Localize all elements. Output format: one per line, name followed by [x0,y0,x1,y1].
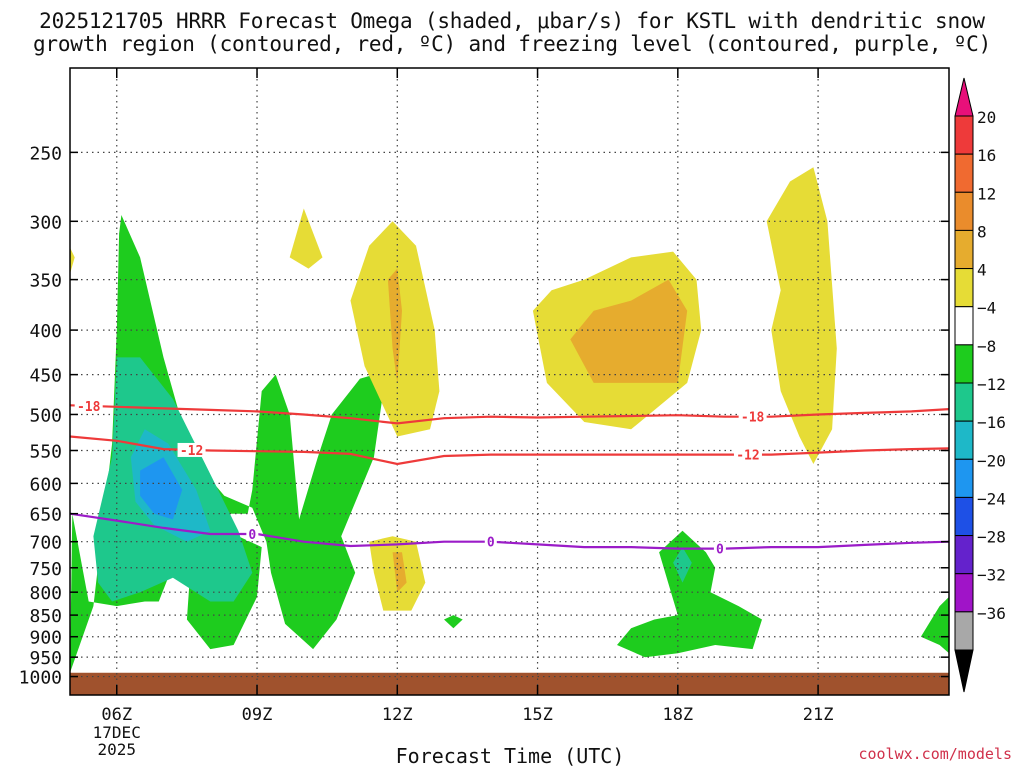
colorbar-band-4 [954,268,974,308]
colorbar-label-0: 20 [977,108,996,127]
y-tick-label-750: 750 [29,559,62,580]
colorbar-band-8 [954,420,974,460]
x-tick-label-12Z: 12Z [382,705,413,725]
omega-region-4 [617,530,762,658]
colorbar-label-8: −16 [977,413,1006,432]
colorbar-label-1: 16 [977,146,996,165]
omega-region-15 [766,167,837,464]
colorbar-label-5: −4 [977,299,996,318]
contour-line-0 [70,404,949,425]
date-label-year: 2025 [97,740,136,759]
omega-region-7 [444,615,463,629]
y-tick-label-600: 600 [29,474,62,495]
colorbar-top-arrow [954,77,974,117]
colorbar-label-11: −28 [977,528,1006,547]
colorbar-label-6: −8 [977,337,996,356]
omega-region-10 [289,208,323,269]
contour-label-1-0: -12 [180,444,203,459]
contour-label-0-0: -18 [77,400,101,415]
colorbar-band-6 [954,344,974,384]
colorbar-band-11 [954,535,974,575]
omega-region-8 [70,247,75,274]
colorbar-label-7: −12 [977,375,1006,394]
colorbar-label-4: 4 [977,261,987,280]
contour-label-bg-1-0 [177,442,206,457]
contour-label-bg-2-2 [713,541,726,556]
y-tick-label-300: 300 [29,212,62,233]
contour-label-bg-2-0 [246,527,259,542]
y-tick-label-550: 550 [29,442,62,463]
site-credit[interactable]: coolwx.com/models [858,745,1012,763]
x-tick-label-15Z: 15Z [522,705,553,725]
y-tick-label-1000: 1000 [19,668,62,689]
y-tick-label-800: 800 [29,583,62,604]
y-tick-label-950: 950 [29,648,62,669]
y-tick-label-500: 500 [29,405,62,426]
omega-region-17 [392,552,407,593]
x-tick-label-18Z: 18Z [662,705,693,725]
colorbar-bottom-arrow [954,649,974,693]
omega-region-3 [140,457,183,520]
x-tick-label-06Z: 06Z [101,705,132,725]
contour-label-bg-1-1 [733,447,762,462]
y-tick-label-900: 900 [29,628,62,649]
plot-frame [69,67,950,696]
omega-region-12 [387,268,402,383]
omega-region-14 [570,279,688,383]
omega-region-6 [920,596,949,654]
y-tick-label-250: 250 [29,143,62,164]
omega-region-5 [673,547,692,583]
colorbar-band-3 [954,229,974,270]
chart-title-line-2: growth region (contoured, red, ºC) and f… [32,32,992,56]
y-tick-label-400: 400 [29,321,62,342]
colorbar-label-13: −36 [977,604,1006,623]
y-tick-label-350: 350 [29,271,62,292]
y-tick-label-450: 450 [29,366,62,387]
colorbar-label-9: −20 [977,451,1006,470]
colorbar-label-3: 8 [977,222,987,241]
x-tick-label-09Z: 09Z [242,705,273,725]
colorbar-label-10: −24 [977,489,1006,508]
colorbar-band-7 [954,382,974,422]
colorbar-band-0 [954,115,974,155]
colorbar-band-5 [954,306,974,346]
contour-label-2-2: 0 [716,543,724,558]
colorbar-label-2: 12 [977,184,996,203]
contour-label-bg-0-1 [738,409,767,424]
contour-line-1 [70,435,949,466]
contour-label-1-1: -12 [736,449,759,464]
colorbar-band-13 [954,611,974,651]
omega-region-9 [0,269,14,375]
y-tick-label-850: 850 [29,606,62,627]
x-axis-label: Forecast Time (UTC) [395,744,625,768]
date-label-day: 17DEC [93,723,141,742]
colorbar-band-1 [954,153,974,193]
y-tick-label-650: 650 [29,505,62,526]
colorbar-band-9 [954,458,974,498]
y-tick-label-700: 700 [29,533,62,554]
x-tick-label-21Z: 21Z [803,705,834,725]
colorbar-band-10 [954,496,974,537]
colorbar-band-2 [954,191,974,231]
contour-label-bg-0-0 [74,398,103,413]
contour-label-bg-2-1 [484,534,497,549]
contour-label-2-0: 0 [248,528,256,543]
colorbar-band-12 [954,573,974,613]
ground-strip [70,672,949,695]
contour-label-2-1: 0 [487,536,495,551]
chart-title-line-1: 2025121705 HRRR Forecast Omega (shaded, … [39,9,985,33]
colorbar-label-12: −32 [977,566,1006,585]
contour-label-0-1: -18 [741,411,765,426]
contour-line-2 [70,512,949,550]
